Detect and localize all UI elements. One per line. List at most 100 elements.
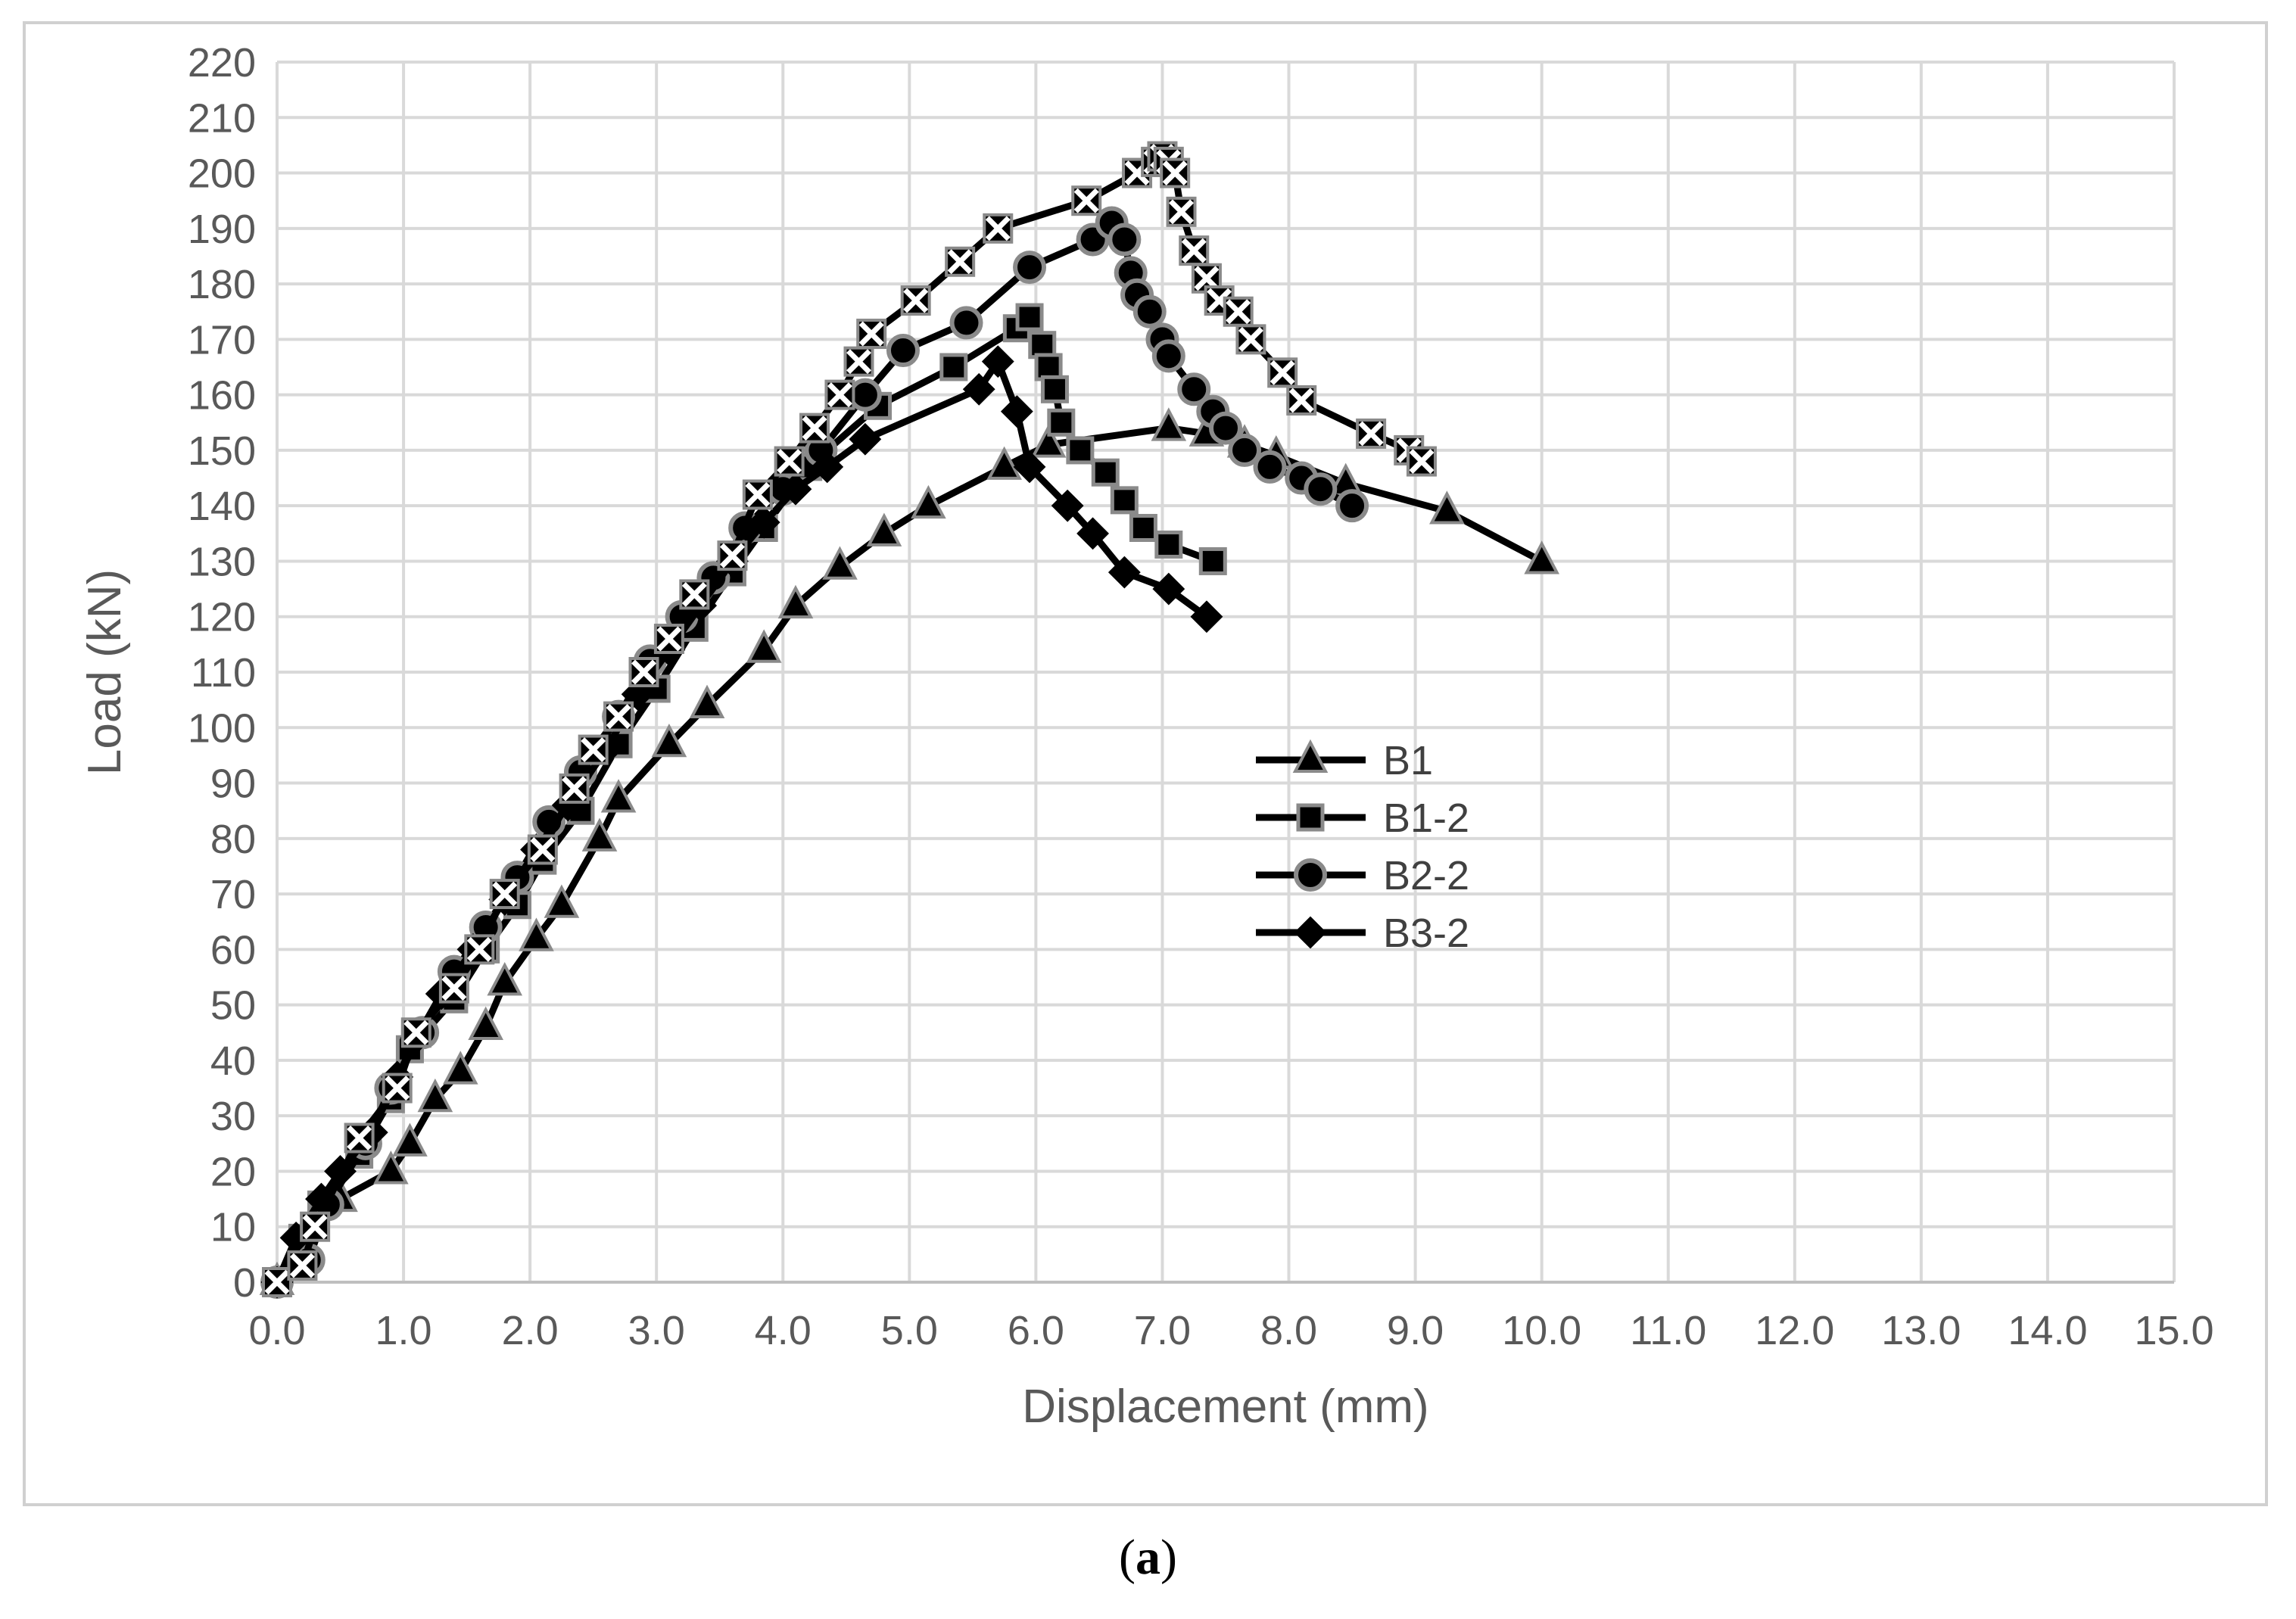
xbox-marker: [344, 1122, 375, 1154]
triangle-marker: [442, 1051, 478, 1085]
xbox-marker: [717, 540, 748, 571]
xbox-marker: [400, 1017, 431, 1048]
legend-entry: B1-2: [1256, 795, 1469, 841]
square-marker: [1047, 408, 1076, 437]
xbox-marker: [945, 246, 976, 277]
xbox-marker: [382, 1073, 413, 1104]
xbox-marker: [900, 285, 931, 316]
diamond-marker: [811, 450, 844, 484]
y-tick-label: 40: [210, 1038, 256, 1084]
diamond-marker: [1051, 489, 1084, 522]
xbox-marker: [300, 1211, 331, 1242]
xbox-marker: [603, 701, 634, 732]
xbox-marker: [1160, 157, 1191, 188]
circle-marker: [1108, 223, 1142, 257]
y-tick-label: 120: [188, 595, 256, 640]
legend-label: B2-2: [1383, 853, 1469, 898]
triangle-marker: [746, 629, 782, 663]
series-layer: [259, 141, 1559, 1299]
y-tick-label: 150: [188, 428, 256, 474]
y-tick-label: 0: [233, 1260, 256, 1306]
grid: [276, 61, 2176, 1284]
xbox-marker: [527, 834, 558, 865]
x-tick-label: 7.0: [1134, 1308, 1191, 1353]
circle-marker: [1294, 858, 1327, 892]
triangle-marker: [1030, 424, 1067, 458]
diamond-marker: [849, 422, 882, 456]
x-tick-label: 13.0: [1881, 1308, 1961, 1353]
x-tick-label: 10.0: [1502, 1308, 1581, 1353]
circle-marker: [886, 334, 920, 368]
circle-marker: [1151, 339, 1185, 373]
diamond-marker: [962, 372, 995, 406]
triangle-marker: [600, 779, 637, 813]
x-tick-label: 8.0: [1260, 1308, 1317, 1353]
square-marker: [1015, 303, 1044, 332]
square-marker: [939, 353, 968, 381]
y-tick-label: 60: [210, 927, 256, 973]
circle-marker: [1013, 251, 1047, 285]
xbox-marker: [1191, 263, 1222, 294]
triangle-marker: [1524, 540, 1559, 574]
circle-marker: [1253, 450, 1287, 484]
circle-marker: [1209, 411, 1242, 445]
triangle-marker: [373, 1150, 409, 1185]
x-axis-title: Displacement (mm): [1022, 1381, 1428, 1433]
square-marker: [1296, 803, 1325, 832]
diamond-marker: [1013, 450, 1046, 484]
xbox-marker: [262, 1267, 292, 1297]
triangle-marker: [651, 723, 687, 758]
y-tick-label: 130: [188, 539, 256, 584]
triangle-marker: [822, 546, 858, 580]
square-marker: [1040, 375, 1069, 403]
y-tick-label: 170: [188, 317, 256, 363]
legend-label: B1-2: [1383, 795, 1469, 841]
xbox-marker: [1356, 418, 1387, 449]
triangle-marker: [986, 446, 1022, 480]
x-tick-label: 15.0: [2134, 1308, 2213, 1353]
y-tick-label: 80: [210, 817, 256, 862]
x-tick-label: 1.0: [375, 1308, 432, 1353]
square-marker: [1110, 486, 1139, 515]
legend-entry: B1: [1256, 738, 1433, 783]
circle-marker: [949, 306, 983, 340]
xbox-marker: [679, 579, 710, 610]
x-tick-label: 2.0: [502, 1308, 559, 1353]
triangle-marker: [777, 584, 814, 619]
x-tick-label: 9.0: [1387, 1308, 1444, 1353]
xbox-marker: [1235, 324, 1266, 355]
diamond-marker: [981, 345, 1014, 378]
xbox-marker: [856, 319, 887, 350]
diamond-marker: [779, 472, 812, 506]
y-tick-label: 70: [210, 872, 256, 917]
x-tick-label: 5.0: [881, 1308, 938, 1353]
xbox-marker: [742, 479, 773, 510]
legend-entry: B2-2: [1256, 853, 1469, 898]
triangle-marker: [544, 884, 580, 918]
legend-label: B3-2: [1383, 911, 1469, 956]
y-tick-label: 110: [191, 650, 256, 696]
y-tick-label: 160: [188, 373, 256, 419]
xbox-marker: [628, 657, 659, 687]
chart-frame: 0 10 20 30 40 50 60 70 80 90 100 110 120 130 140 150 160…: [23, 21, 2268, 1506]
circle-marker: [1177, 372, 1211, 406]
diamond-marker: [1294, 916, 1327, 949]
x-tick-label: 12.0: [1755, 1308, 1834, 1353]
xbox-marker: [287, 1250, 318, 1281]
xbox-marker: [1122, 157, 1153, 188]
x-tick-label: 3.0: [628, 1308, 685, 1353]
diamond-marker: [1152, 572, 1185, 606]
diamond-marker: [1108, 556, 1141, 589]
circle-marker: [848, 378, 882, 412]
triangle-marker: [1151, 407, 1187, 441]
series-unlabeled: [262, 141, 1437, 1297]
caption-letter: a: [1136, 1530, 1160, 1585]
xbox-marker: [438, 973, 469, 1004]
circle-marker: [1335, 489, 1369, 523]
load-displacement-chart: 0 10 20 30 40 50 60 70 80 90 100 110 120 130 140 150 160…: [79, 40, 2214, 1433]
triangle-marker: [519, 917, 554, 951]
x-tick-label: 11.0: [1630, 1308, 1706, 1353]
legend: B1 B1-2 B2-2 B3-2: [1256, 738, 1469, 956]
square-marker: [1154, 530, 1183, 559]
xbox-marker: [1179, 235, 1210, 266]
